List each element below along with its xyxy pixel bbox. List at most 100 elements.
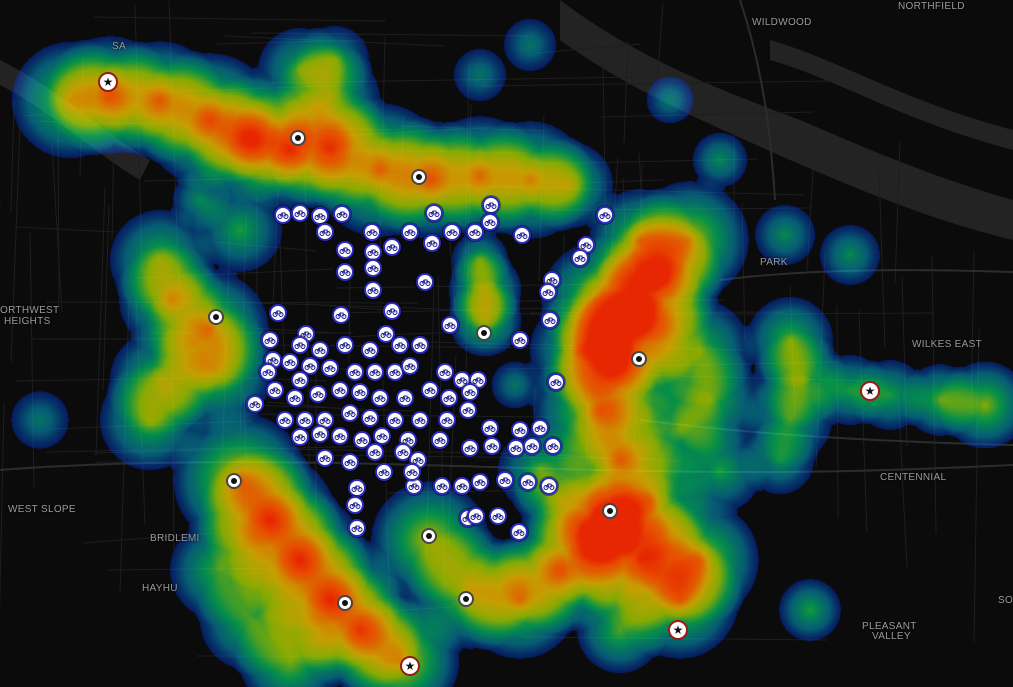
bike-station-marker[interactable] [286,389,304,407]
bike-station-marker[interactable] [461,383,479,401]
bike-station-marker[interactable] [541,311,559,329]
bike-station-marker[interactable] [519,473,537,491]
bike-station-marker[interactable] [401,223,419,241]
bike-station-marker[interactable] [363,223,381,241]
bike-station-marker[interactable] [371,389,389,407]
bike-station-marker[interactable] [510,523,528,541]
bike-station-marker[interactable] [377,325,395,343]
bike-station-marker[interactable] [459,401,477,419]
bike-station-marker[interactable] [596,206,614,224]
location-dot-marker[interactable] [337,595,353,611]
bike-station-marker[interactable] [523,437,541,455]
bike-station-marker[interactable] [489,507,507,525]
bike-station-marker[interactable] [259,363,277,381]
bike-station-marker[interactable] [411,336,429,354]
bike-station-marker[interactable] [364,243,382,261]
bike-station-marker[interactable] [321,359,339,377]
bike-station-marker[interactable] [386,363,404,381]
bike-station-marker[interactable] [296,411,314,429]
location-dot-marker[interactable] [226,473,242,489]
bike-station-marker[interactable] [547,373,565,391]
bike-station-marker[interactable] [291,428,309,446]
bike-station-marker[interactable] [416,273,434,291]
star-marker[interactable]: ★ [98,72,118,92]
bike-station-marker[interactable] [540,477,558,495]
bike-station-marker[interactable] [361,341,379,359]
bike-station-marker[interactable] [391,336,409,354]
bike-station-marker[interactable] [336,263,354,281]
bike-station-marker[interactable] [571,249,589,267]
bike-station-marker[interactable] [311,425,329,443]
location-dot-marker[interactable] [208,309,224,325]
bike-station-marker[interactable] [309,385,327,403]
bike-station-marker[interactable] [383,238,401,256]
bike-station-marker[interactable] [466,223,484,241]
bike-station-marker[interactable] [333,205,351,223]
location-dot-marker[interactable] [458,591,474,607]
bike-station-marker[interactable] [544,437,562,455]
bike-station-marker[interactable] [453,477,471,495]
bike-station-marker[interactable] [364,259,382,277]
bike-station-marker[interactable] [332,306,350,324]
bike-station-marker[interactable] [383,302,401,320]
bike-station-marker[interactable] [511,421,529,439]
star-marker[interactable]: ★ [860,381,880,401]
location-dot-marker[interactable] [411,169,427,185]
bike-station-marker[interactable] [291,371,309,389]
bike-station-marker[interactable] [396,389,414,407]
bike-station-marker[interactable] [331,381,349,399]
bike-station-marker[interactable] [276,411,294,429]
bike-station-marker[interactable] [316,223,334,241]
bike-station-marker[interactable] [425,204,443,222]
bike-station-marker[interactable] [421,381,439,399]
bike-station-marker[interactable] [361,409,379,427]
bike-station-marker[interactable] [496,471,514,489]
bike-station-marker[interactable] [531,419,549,437]
bike-station-marker[interactable] [433,477,451,495]
bike-station-marker[interactable] [375,463,393,481]
bike-station-marker[interactable] [341,404,359,422]
bike-station-marker[interactable] [274,206,292,224]
bike-station-marker[interactable] [373,427,391,445]
bike-station-marker[interactable] [341,453,359,471]
bike-station-marker[interactable] [438,411,456,429]
bike-station-marker[interactable] [348,479,366,497]
bike-station-marker[interactable] [431,431,449,449]
bike-station-marker[interactable] [348,519,366,537]
bike-station-marker[interactable] [246,395,264,413]
location-dot-marker[interactable] [421,528,437,544]
bike-station-marker[interactable] [443,223,461,241]
bike-station-marker[interactable] [403,463,421,481]
bike-station-marker[interactable] [316,449,334,467]
bike-station-marker[interactable] [331,427,349,445]
bike-station-marker[interactable] [411,411,429,429]
bike-station-marker[interactable] [436,363,454,381]
location-dot-marker[interactable] [290,130,306,146]
location-dot-marker[interactable] [476,325,492,341]
bike-station-marker[interactable] [366,443,384,461]
location-dot-marker[interactable] [631,351,647,367]
bike-station-marker[interactable] [482,196,500,214]
bike-station-marker[interactable] [336,241,354,259]
bike-station-marker[interactable] [423,234,441,252]
bike-station-marker[interactable] [364,281,382,299]
bike-station-marker[interactable] [467,507,485,525]
bike-station-marker[interactable] [266,381,284,399]
bike-station-marker[interactable] [336,336,354,354]
bike-station-marker[interactable] [441,316,459,334]
bike-station-marker[interactable] [366,363,384,381]
bike-station-marker[interactable] [346,363,364,381]
bike-station-marker[interactable] [401,357,419,375]
bike-station-marker[interactable] [481,419,499,437]
bike-station-marker[interactable] [471,473,489,491]
star-marker[interactable]: ★ [668,620,688,640]
bike-station-marker[interactable] [353,431,371,449]
bike-station-marker[interactable] [351,383,369,401]
bike-station-marker[interactable] [311,341,329,359]
bike-station-marker[interactable] [481,213,499,231]
bike-station-marker[interactable] [269,304,287,322]
bike-station-marker[interactable] [281,353,299,371]
bike-station-marker[interactable] [386,411,404,429]
bike-station-marker[interactable] [513,226,531,244]
